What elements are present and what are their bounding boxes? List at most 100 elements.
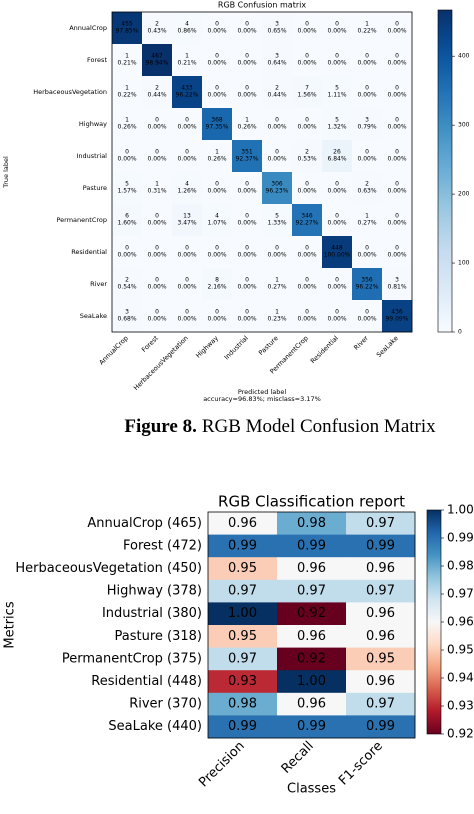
heatmap-cell — [208, 647, 278, 671]
cell-count: 0 — [335, 277, 339, 284]
heatmap-cell — [346, 512, 416, 535]
heatmap-cell — [202, 76, 233, 109]
heatmap-cell — [292, 172, 323, 205]
colorbar-tick-label: 0 — [458, 329, 462, 336]
heatmap-cell — [352, 12, 383, 45]
cell-percent: 0.00% — [387, 60, 406, 67]
heatmap-cell — [142, 268, 173, 301]
cell-percent: 0.44% — [147, 92, 166, 99]
heatmap-cell — [232, 236, 263, 269]
heatmap-cell — [202, 44, 233, 77]
heatmap-cell — [172, 76, 203, 109]
heatmap-cell — [142, 76, 173, 109]
cell-percent: 1.57% — [117, 188, 136, 195]
heatmap-cell — [112, 140, 143, 173]
heatmap-cell — [208, 670, 278, 694]
cell-percent: 0.00% — [297, 28, 316, 35]
colorbar-tick-label: 200 — [458, 191, 470, 198]
cell-count: 2 — [155, 21, 159, 28]
heatmap-cell — [142, 172, 173, 205]
cell-percent: 0.64% — [267, 60, 286, 67]
cell-percent: 0.00% — [327, 60, 346, 67]
heatmap-cell — [172, 44, 203, 77]
cell-percent: 0.00% — [297, 284, 316, 291]
heatmap-cell — [112, 44, 143, 77]
cell-count: 0 — [395, 53, 399, 60]
cell-count: 0 — [365, 245, 369, 252]
cell-percent: 0.00% — [237, 252, 256, 259]
heatmap-cell — [142, 300, 173, 333]
heatmap-cell — [112, 236, 143, 269]
x-axis-note: accuracy=96.83%; misclass=3.17% — [203, 395, 321, 403]
cell-percent: 92.37% — [236, 156, 259, 163]
colorbar-tick-label: 0.96 — [447, 615, 474, 629]
heatmap-cell — [292, 236, 323, 269]
cell-label: 0.96 — [297, 697, 326, 712]
heatmap-cell — [292, 140, 323, 173]
cell-percent: 0.00% — [147, 156, 166, 163]
heatmap-cell — [346, 534, 416, 558]
cell-count: 0 — [155, 213, 159, 220]
heatmap-cell — [232, 12, 263, 45]
x-tick-label: Pasture — [257, 334, 280, 357]
cell-percent: 0.00% — [117, 252, 136, 259]
y-tick-label: Forest (472) — [123, 538, 202, 553]
heatmap-cell — [382, 300, 413, 333]
colorbar-tick-label: 0.99 — [447, 531, 474, 545]
cell-count: 2 — [155, 85, 159, 92]
heatmap-cell — [142, 12, 173, 45]
heatmap-cell — [352, 268, 383, 301]
heatmap-cell — [322, 268, 353, 301]
cell-percent: 97.35% — [206, 124, 229, 131]
heatmap-cell — [202, 204, 233, 237]
cell-label: 0.92 — [297, 606, 326, 621]
cell-count: 0 — [245, 213, 249, 220]
cell-percent: 0.00% — [237, 92, 256, 99]
cell-count: 0 — [155, 149, 159, 156]
heatmap-chart: RGB Confusion matrix45597.85%20.43%40.86… — [2, 1, 470, 438]
heatmap-cell — [346, 715, 416, 739]
cell-count: 5 — [335, 117, 339, 124]
cell-count: 5 — [125, 181, 129, 188]
heatmap-cell — [202, 12, 233, 45]
cell-percent: 0.00% — [357, 316, 376, 323]
cell-count: 0 — [245, 245, 249, 252]
heatmap-cell — [292, 108, 323, 141]
heatmap-cell — [112, 268, 143, 301]
heatmap-cell — [277, 647, 347, 671]
cell-percent: 0.00% — [387, 156, 406, 163]
heatmap-cell — [346, 670, 416, 694]
cell-count: 0 — [335, 213, 339, 220]
cell-count: 1 — [125, 53, 129, 60]
cell-count: 0 — [215, 53, 219, 60]
y-tick-label: Highway (378) — [107, 584, 202, 599]
cell-label: 0.98 — [297, 516, 326, 531]
y-tick-label: Residential (448) — [91, 674, 202, 689]
heatmap-cell — [292, 300, 323, 333]
cell-count: 0 — [185, 245, 189, 252]
cell-count: 0 — [245, 85, 249, 92]
cell-percent: 0.00% — [147, 252, 166, 259]
cell-percent: 100.00% — [324, 252, 351, 259]
x-tick-label: River — [352, 334, 370, 352]
heatmap-cell — [277, 534, 347, 558]
heatmap-cell — [382, 204, 413, 237]
cell-count: 0 — [245, 21, 249, 28]
heatmap-cell — [202, 268, 233, 301]
heatmap-cell — [208, 625, 278, 648]
cell-count: 2 — [365, 181, 369, 188]
colorbar-tick-label: 0.93 — [447, 699, 474, 713]
heatmap-cell — [322, 236, 353, 269]
heatmap-cell — [277, 692, 347, 716]
cell-percent: 0.00% — [327, 316, 346, 323]
cell-percent: 0.00% — [237, 60, 256, 67]
cell-count: 0 — [335, 21, 339, 28]
cell-percent: 99.09% — [386, 316, 409, 323]
heatmap-cell — [277, 715, 347, 739]
heatmap-cell — [277, 625, 347, 648]
x-axis-label: Predicted label — [238, 388, 286, 396]
cell-percent: 0.00% — [207, 28, 226, 35]
cell-count: 0 — [395, 21, 399, 28]
cell-count: 1 — [275, 309, 279, 316]
